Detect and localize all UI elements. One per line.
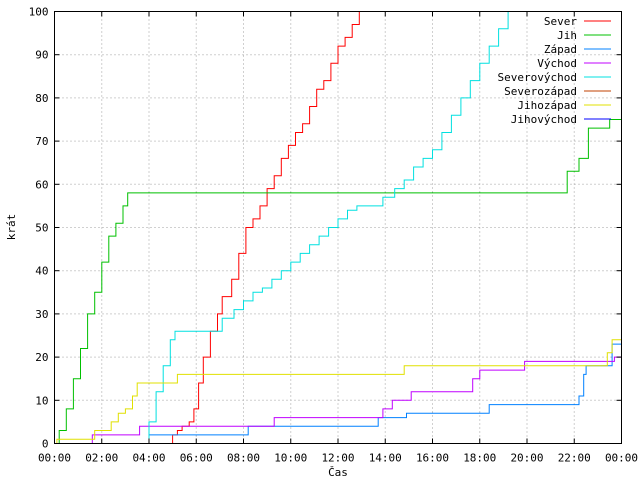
- y-tick-label: 30: [35, 308, 48, 321]
- x-tick-label: 06:00: [180, 452, 213, 465]
- y-tick-label: 10: [35, 394, 48, 407]
- series-line-7: [54, 339, 622, 444]
- legend-label-1: Sever: [544, 15, 577, 28]
- x-tick-label: 22:00: [558, 452, 591, 465]
- y-tick-label: 20: [35, 351, 48, 364]
- x-tick-label: 20:00: [510, 452, 543, 465]
- y-tick-label: 50: [35, 222, 48, 235]
- y-axis-label: krát: [5, 214, 18, 241]
- x-tick-label: 10:00: [274, 452, 307, 465]
- y-tick-label: 80: [35, 92, 48, 105]
- x-tick-label: 00:00: [38, 452, 71, 465]
- x-tick-label: 08:00: [227, 452, 260, 465]
- legend-label-4: Východ: [537, 57, 577, 70]
- x-tick-label: 04:00: [132, 452, 165, 465]
- series-line-1: [54, 11, 360, 444]
- y-tick-label: 60: [35, 178, 48, 191]
- series-layer: [54, 11, 622, 444]
- legend-label-5: Severovýchod: [498, 71, 577, 84]
- series-line-4: [54, 356, 622, 444]
- y-tick-label: 70: [35, 135, 48, 148]
- x-tick-label: 12:00: [321, 452, 354, 465]
- x-tick-label: 18:00: [463, 452, 496, 465]
- legend-label-8: Jihovýchod: [511, 113, 577, 126]
- x-tick-label: 00:00: [605, 452, 638, 465]
- grid: [54, 11, 622, 444]
- y-tick-label: 40: [35, 265, 48, 278]
- x-tick-label: 02:00: [85, 452, 118, 465]
- legend-label-2: Jih: [557, 29, 577, 42]
- series-line-2: [54, 119, 622, 444]
- x-tick-label: 14:00: [369, 452, 402, 465]
- legend-label-7: Jihozápad: [517, 99, 577, 112]
- x-axis-label: Čas: [328, 466, 348, 479]
- legend-label-3: Západ: [544, 43, 577, 56]
- series-line-5: [54, 11, 509, 444]
- y-tick-label: 90: [35, 49, 48, 62]
- legend-label-6: Severozápad: [504, 85, 577, 98]
- x-tick-label: 16:00: [416, 452, 449, 465]
- y-tick-label: 100: [29, 6, 49, 19]
- ticks: 0 10 20 30 40 50 60 70 80 90 100 00:00 02:00 04:00 06:…: [29, 6, 638, 465]
- y-tick-label: 0: [42, 438, 49, 451]
- legend: SeverJihZápadVýchodSeverovýchodSeverozáp…: [498, 15, 611, 126]
